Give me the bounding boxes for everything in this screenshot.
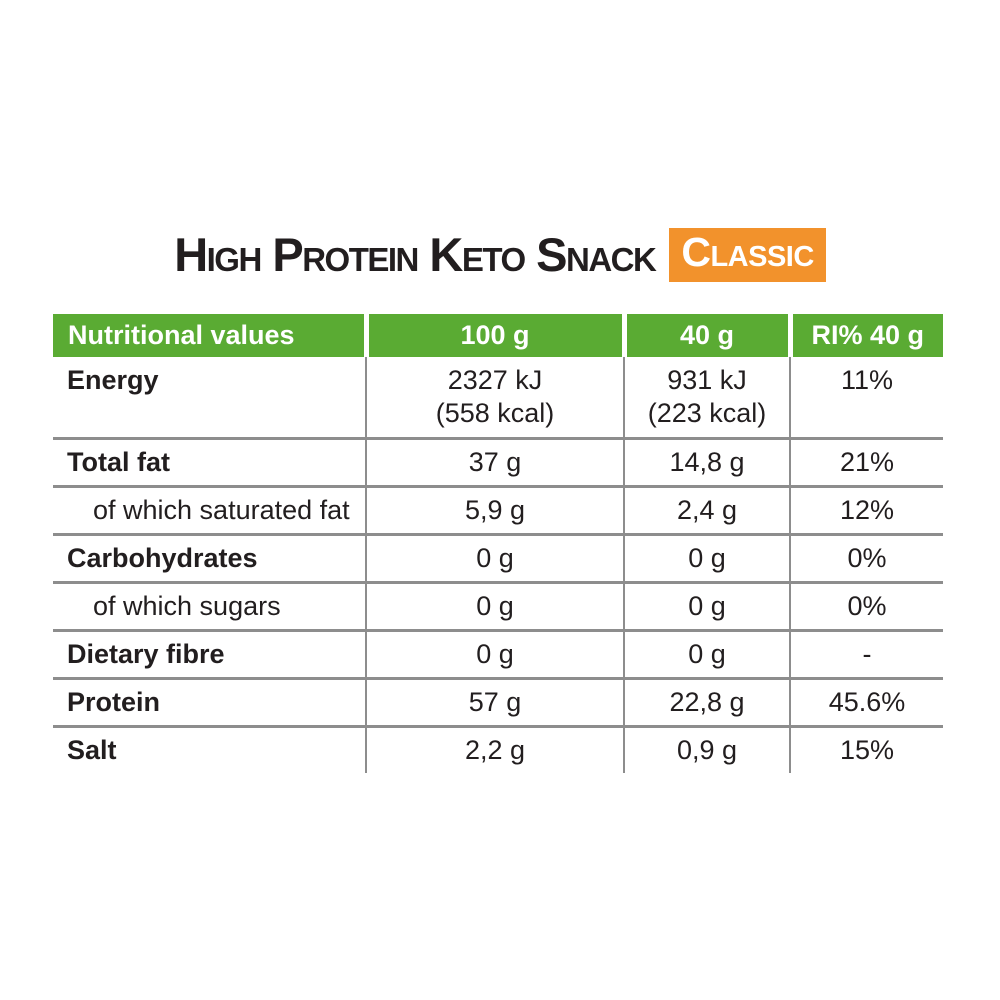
row-label: of which saturated fat <box>53 486 367 536</box>
value-per-40g: 2,4 g <box>624 486 791 536</box>
table-row-carbohydrates: Carbohydrates 0 g 0 g 0% <box>53 534 943 584</box>
header-40g: 40 g <box>624 314 793 357</box>
page-title: High Protein Keto Snack <box>174 228 657 282</box>
value-line-kj: 931 kJ <box>667 365 747 395</box>
row-label: Protein <box>53 678 367 728</box>
value-ri: 0% <box>790 534 943 584</box>
value-per-40g: 14,8 g <box>624 438 791 488</box>
variant-badge: Classic <box>669 228 826 282</box>
table-row-saturated-fat: of which saturated fat 5,9 g 2,4 g 12% <box>53 486 943 536</box>
row-label: Salt <box>53 726 367 773</box>
value-per-100g: 0 g <box>366 582 625 632</box>
value-per-40g: 931 kJ (223 kcal) <box>624 357 791 440</box>
table-header-row: Nutritional values 100 g 40 g RI% 40 g <box>53 314 943 357</box>
value-per-100g: 0 g <box>366 534 625 584</box>
value-per-100g: 2,2 g <box>366 726 625 773</box>
header-nutritional-values: Nutritional values <box>53 314 369 357</box>
row-label: Energy <box>53 357 367 440</box>
value-ri: 11% <box>790 357 943 440</box>
value-per-40g: 22,8 g <box>624 678 791 728</box>
table-row-sugars: of which sugars 0 g 0 g 0% <box>53 582 943 632</box>
table-row-salt: Salt 2,2 g 0,9 g 15% <box>53 726 943 773</box>
value-per-100g: 37 g <box>366 438 625 488</box>
row-label: Carbohydrates <box>53 534 367 584</box>
value-per-100g: 0 g <box>366 630 625 680</box>
row-label: Total fat <box>53 438 367 488</box>
nutrition-table: Nutritional values 100 g 40 g RI% 40 g E… <box>53 314 943 773</box>
table-row-dietary-fibre: Dietary fibre 0 g 0 g - <box>53 630 943 680</box>
value-ri: 15% <box>839 735 895 765</box>
value-ri: - <box>790 630 943 680</box>
value-ri: 45.6% <box>790 678 943 728</box>
value-per-40g: 0 g <box>624 582 791 632</box>
value-ri: 12% <box>790 486 943 536</box>
row-label: Dietary fibre <box>53 630 367 680</box>
value-per-40g: 0 g <box>624 534 791 584</box>
row-label: of which sugars <box>53 582 367 632</box>
value-line-kcal: (558 kcal) <box>435 398 555 428</box>
header-ri-40g: RI% 40 g <box>790 314 943 357</box>
value-per-40g: 0,9 g <box>624 726 791 773</box>
value-per-100g: 5,9 g <box>366 486 625 536</box>
value-per-40g: 0 g <box>624 630 791 680</box>
value-per-100g: 2327 kJ (558 kcal) <box>366 357 625 440</box>
table-row-energy: Energy 2327 kJ (558 kcal) 931 kJ (223 kc… <box>53 357 943 440</box>
header-100g: 100 g <box>366 314 627 357</box>
page-title-row: High Protein Keto Snack Classic <box>0 228 1000 282</box>
value-ri: 0% <box>790 582 943 632</box>
value-per-100g: 57 g <box>366 678 625 728</box>
value-ri: 21% <box>790 438 943 488</box>
value-line-kj: 2327 kJ <box>447 365 543 395</box>
value-line-kcal: (223 kcal) <box>647 398 767 428</box>
table-row-protein: Protein 57 g 22,8 g 45.6% <box>53 678 943 728</box>
table-row-total-fat: Total fat 37 g 14,8 g 21% <box>53 438 943 488</box>
